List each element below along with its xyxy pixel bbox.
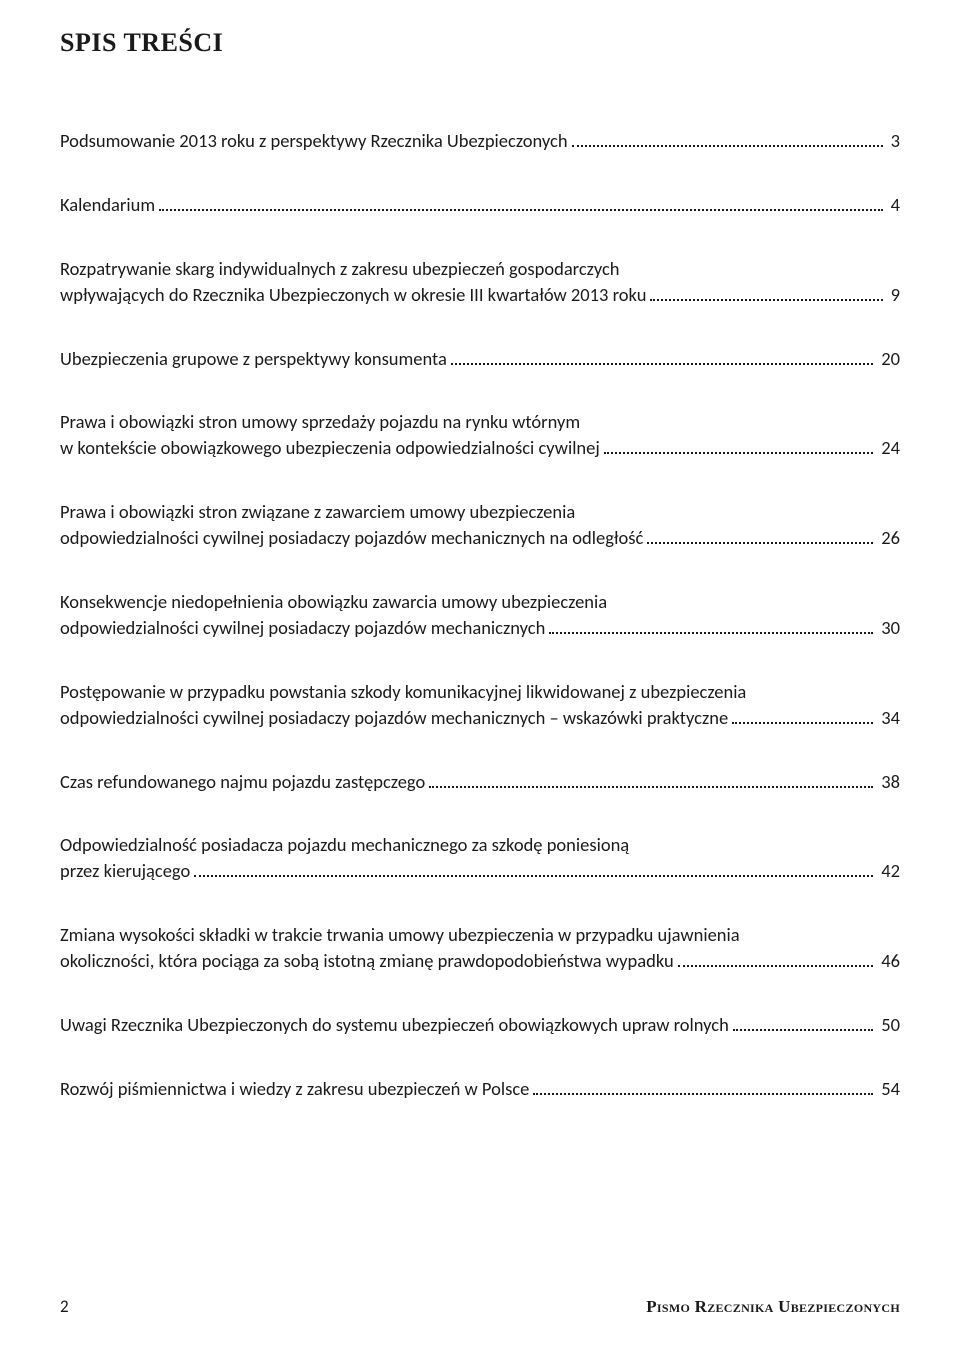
- toc-entry-text: odpowiedzialności cywilnej posiadaczy po…: [60, 615, 545, 641]
- toc-entry-text: w kontekście obowiązkowego ubezpieczenia…: [60, 435, 600, 461]
- toc-leader-dots: [194, 875, 873, 877]
- toc-entry-line: Prawa i obowiązki stron umowy sprzedaży …: [60, 409, 900, 435]
- toc-leader-dots: [604, 452, 873, 454]
- toc-entry: Podsumowanie 2013 roku z perspektywy Rze…: [60, 128, 900, 154]
- toc-entry: Uwagi Rzecznika Ubezpieczonych do system…: [60, 1012, 900, 1038]
- toc-entry: Ubezpieczenia grupowe z perspektywy kons…: [60, 346, 900, 372]
- toc-entry-page: 42: [877, 858, 900, 884]
- toc-title: SPIS TREŚCI: [60, 28, 900, 58]
- toc-entry: Zmiana wysokości składki w trakcie trwan…: [60, 922, 900, 974]
- toc-entry-page: 24: [877, 435, 900, 461]
- toc-entry-text: Ubezpieczenia grupowe z perspektywy kons…: [60, 346, 447, 372]
- toc-entry-page: 9: [887, 282, 900, 308]
- page-footer: 2 Pismo Rzecznika Ubezpieczonych: [60, 1296, 900, 1317]
- toc-entry-line: Prawa i obowiązki stron związane z zawar…: [60, 499, 900, 525]
- toc-entry: Konsekwencje niedopełnienia obowiązku za…: [60, 589, 900, 641]
- toc-entry-line: przez kierującego 42: [60, 858, 900, 884]
- toc-entry-text: Kalendarium: [60, 192, 155, 218]
- toc-entry: Odpowiedzialność posiadacza pojazdu mech…: [60, 832, 900, 884]
- toc-leader-dots: [647, 542, 873, 544]
- toc-entry-line: odpowiedzialności cywilnej posiadaczy po…: [60, 615, 900, 641]
- toc-entry-text: Uwagi Rzecznika Ubezpieczonych do system…: [60, 1012, 729, 1038]
- toc-entry-page: 46: [877, 948, 900, 974]
- toc-leader-dots: [650, 299, 882, 301]
- toc-entry-page: 20: [877, 346, 900, 372]
- toc-entry: Czas refundowanego najmu pojazdu zastępc…: [60, 769, 900, 795]
- toc-leader-dots: [549, 632, 873, 634]
- toc-container: Podsumowanie 2013 roku z perspektywy Rze…: [60, 128, 900, 1102]
- toc-entry-text: odpowiedzialności cywilnej posiadaczy po…: [60, 525, 643, 551]
- toc-entry-line: odpowiedzialności cywilnej posiadaczy po…: [60, 525, 900, 551]
- toc-leader-dots: [451, 363, 873, 365]
- toc-entry-page: 4: [887, 192, 900, 218]
- toc-entry-text: Konsekwencje niedopełnienia obowiązku za…: [60, 589, 607, 615]
- toc-entry-text: Czas refundowanego najmu pojazdu zastępc…: [60, 769, 425, 795]
- toc-entry-page: 3: [887, 128, 900, 154]
- toc-leader-dots: [733, 1029, 873, 1031]
- toc-entry-line: Rozpatrywanie skarg indywidualnych z zak…: [60, 256, 900, 282]
- toc-entry-line: Postępowanie w przypadku powstania szkod…: [60, 679, 900, 705]
- toc-entry: Postępowanie w przypadku powstania szkod…: [60, 679, 900, 731]
- toc-entry-text: Prawa i obowiązki stron umowy sprzedaży …: [60, 409, 580, 435]
- toc-entry-text: odpowiedzialności cywilnej posiadaczy po…: [60, 705, 728, 731]
- toc-entry-text: Prawa i obowiązki stron związane z zawar…: [60, 499, 575, 525]
- toc-entry-page: 26: [877, 525, 900, 551]
- toc-entry-page: 54: [877, 1076, 900, 1102]
- toc-entry-text: Zmiana wysokości składki w trakcie trwan…: [60, 922, 740, 948]
- toc-entry-line: wpływających do Rzecznika Ubezpieczonych…: [60, 282, 900, 308]
- footer-page-number: 2: [60, 1296, 69, 1317]
- toc-entry-line: okoliczności, która pociąga za sobą isto…: [60, 948, 900, 974]
- toc-leader-dots: [678, 965, 874, 967]
- toc-entry-page: 34: [877, 705, 900, 731]
- toc-leader-dots: [533, 1093, 873, 1095]
- footer-publication: Pismo Rzecznika Ubezpieczonych: [646, 1297, 900, 1317]
- toc-entry-line: w kontekście obowiązkowego ubezpieczenia…: [60, 435, 900, 461]
- toc-entry-line: Odpowiedzialność posiadacza pojazdu mech…: [60, 832, 900, 858]
- toc-entry-text: Rozwój piśmiennictwa i wiedzy z zakresu …: [60, 1076, 529, 1102]
- toc-entry-page: 30: [877, 615, 900, 641]
- toc-entry-text: Postępowanie w przypadku powstania szkod…: [60, 679, 746, 705]
- toc-entry-text: okoliczności, która pociąga za sobą isto…: [60, 948, 674, 974]
- toc-entry: Kalendarium 4: [60, 192, 900, 218]
- toc-entry-text: Odpowiedzialność posiadacza pojazdu mech…: [60, 832, 629, 858]
- toc-entry-line: Konsekwencje niedopełnienia obowiązku za…: [60, 589, 900, 615]
- toc-entry-page: 38: [877, 769, 900, 795]
- toc-leader-dots: [572, 145, 883, 147]
- toc-leader-dots: [159, 209, 882, 211]
- toc-entry-page: 50: [877, 1012, 900, 1038]
- toc-leader-dots: [732, 722, 873, 724]
- toc-entry: Prawa i obowiązki stron umowy sprzedaży …: [60, 409, 900, 461]
- toc-leader-dots: [429, 786, 873, 788]
- toc-entry: Rozpatrywanie skarg indywidualnych z zak…: [60, 256, 900, 308]
- toc-entry-text: Rozpatrywanie skarg indywidualnych z zak…: [60, 256, 620, 282]
- toc-entry-line: Zmiana wysokości składki w trakcie trwan…: [60, 922, 900, 948]
- toc-entry-line: odpowiedzialności cywilnej posiadaczy po…: [60, 705, 900, 731]
- toc-entry-text: przez kierującego: [60, 858, 190, 884]
- toc-entry-text: Podsumowanie 2013 roku z perspektywy Rze…: [60, 128, 568, 154]
- toc-entry-text: wpływających do Rzecznika Ubezpieczonych…: [60, 282, 646, 308]
- toc-entry: Prawa i obowiązki stron związane z zawar…: [60, 499, 900, 551]
- toc-entry: Rozwój piśmiennictwa i wiedzy z zakresu …: [60, 1076, 900, 1102]
